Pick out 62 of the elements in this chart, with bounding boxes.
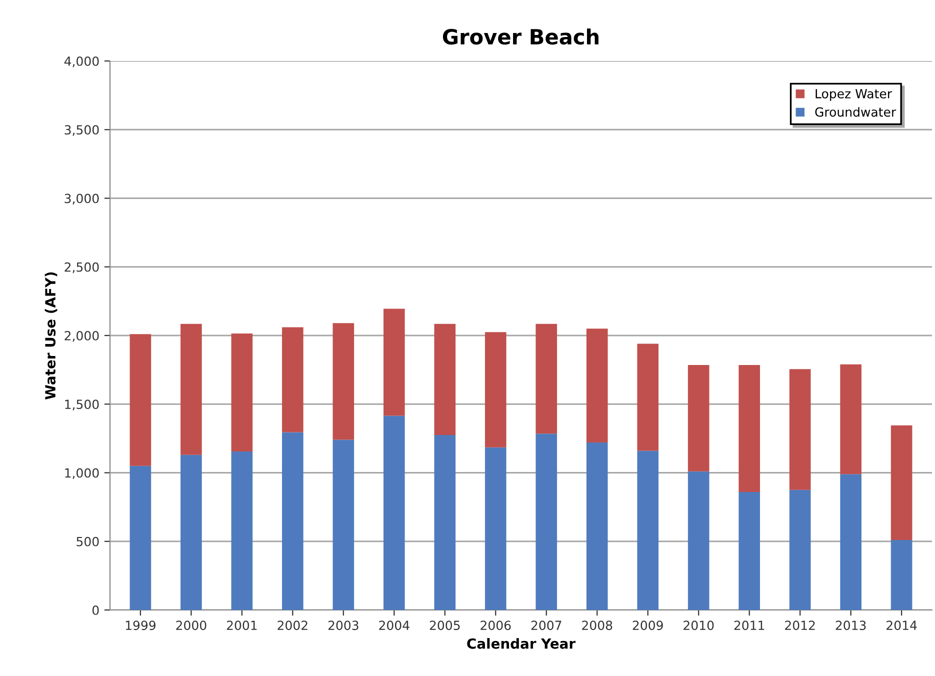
x-tick-label: 2013 — [836, 620, 866, 630]
bar — [383, 416, 405, 610]
x-tick-label: 2009 — [632, 620, 663, 630]
bar — [586, 328, 608, 443]
x-tick-label: 2012 — [785, 620, 815, 630]
bar — [180, 454, 202, 610]
bar — [484, 447, 506, 610]
bar — [130, 334, 152, 466]
y-tick-label: 3,000 — [64, 194, 99, 204]
bar — [738, 492, 760, 610]
bar — [282, 327, 304, 432]
bar — [840, 474, 862, 610]
x-tick-label: 2004 — [379, 620, 410, 630]
legend-label: Groundwater — [815, 107, 896, 117]
y-tick-label: 1,000 — [65, 468, 99, 479]
bar — [586, 442, 608, 610]
bar — [332, 323, 354, 440]
bar — [231, 451, 253, 610]
bar — [637, 344, 659, 451]
x-tick-label: 2014 — [886, 620, 917, 630]
y-tick-label: 0 — [92, 605, 99, 615]
bar — [536, 434, 558, 610]
x-tick-label: 2007 — [531, 620, 562, 630]
bar — [840, 364, 862, 474]
y-tick-label: 2,500 — [64, 262, 99, 274]
y-tick-label: 3,500 — [64, 125, 99, 136]
x-axis-title: Calendar Year — [467, 638, 576, 649]
bar — [789, 369, 811, 490]
y-tick-label: 4,000 — [64, 56, 99, 68]
bar — [231, 333, 253, 452]
x-tick-label: 2011 — [734, 620, 764, 630]
bar — [738, 365, 760, 492]
x-tick-label: 1999 — [126, 620, 156, 630]
bar — [536, 324, 558, 434]
bar — [484, 332, 506, 448]
x-tick-label: 2003 — [328, 620, 358, 630]
bar — [789, 490, 811, 610]
x-tick-label: 2010 — [684, 620, 714, 630]
x-tick-label: 2005 — [430, 620, 460, 630]
legend-label: Lopez Water — [816, 89, 892, 101]
bar — [130, 466, 152, 610]
bar — [890, 425, 912, 540]
bar — [434, 324, 456, 436]
y-tick-label: 1,500 — [65, 400, 99, 410]
chart-title: Grover Beach — [442, 28, 598, 45]
bar — [637, 450, 659, 610]
y-tick-label: 2,000 — [64, 330, 99, 342]
y-tick-label: 500 — [76, 536, 99, 546]
bar — [180, 324, 202, 455]
bar — [434, 435, 456, 610]
bar — [688, 471, 710, 610]
bar — [383, 308, 405, 416]
bar — [890, 540, 912, 610]
bar — [282, 432, 304, 610]
bar — [688, 365, 710, 472]
x-tick-label: 2002 — [278, 620, 308, 630]
x-tick-label: 2006 — [480, 620, 511, 630]
x-tick-label: 2001 — [226, 620, 257, 630]
bar — [332, 440, 354, 610]
y-axis-title: Water Use (AFY) — [44, 272, 58, 400]
x-tick-label: 2008 — [582, 620, 612, 630]
x-tick-label: 2000 — [176, 620, 206, 630]
